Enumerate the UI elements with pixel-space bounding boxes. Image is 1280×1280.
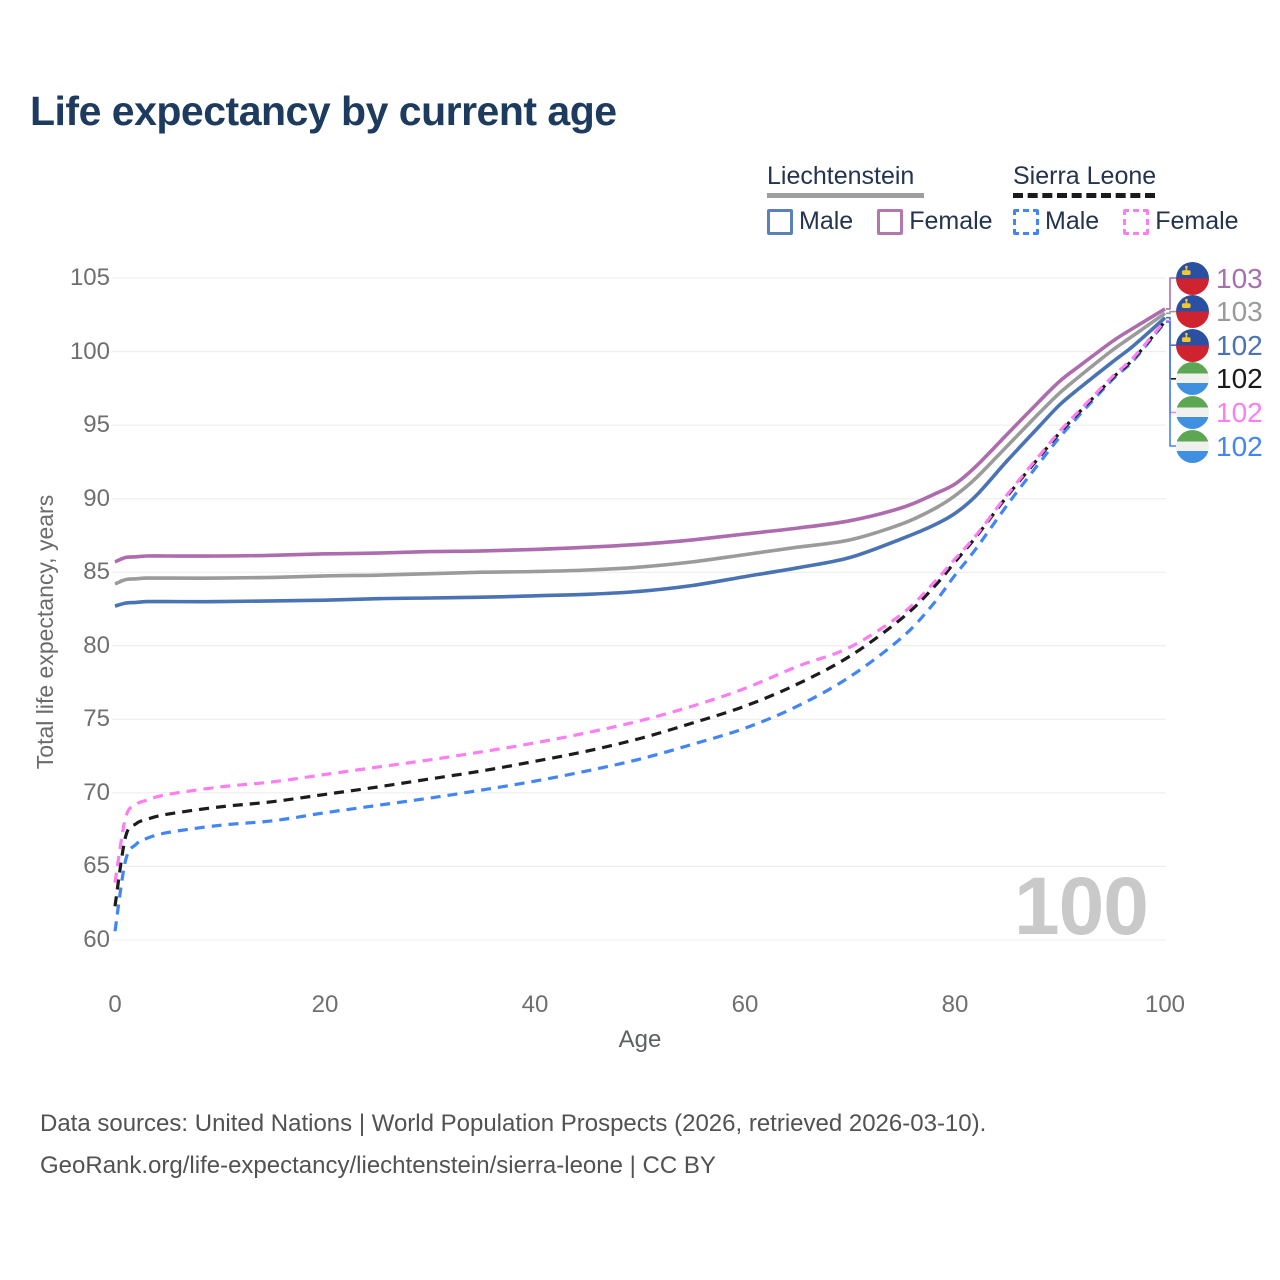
x-tick-label-100: 100 [1144, 991, 1186, 1018]
x-tick-label-60: 60 [731, 991, 759, 1018]
leader-line-1 [1166, 310, 1176, 315]
end-label-value: 102 [1216, 430, 1263, 462]
legend-swatch-liechtenstein-female[interactable] [877, 208, 904, 235]
series-line-sierra-leone-female [113, 319, 1167, 883]
end-label-value: 102 [1216, 363, 1263, 395]
page-title: Life expectancy by current age [30, 88, 617, 134]
end-label-row-liechtenstein-male: 102 [1176, 328, 1263, 362]
y-tick-label-75: 75 [83, 705, 110, 733]
series-line-sierra-leone-both-sexes [113, 320, 1167, 907]
legend-label-liechtenstein-female[interactable]: Female [909, 207, 993, 235]
leader-line-5 [1166, 321, 1176, 447]
legend-swatch-sierra-leone-male[interactable] [1013, 208, 1039, 235]
end-label-value: 102 [1216, 396, 1263, 428]
x-tick-label-0: 0 [108, 991, 122, 1018]
age-watermark: 100 [1014, 861, 1149, 952]
y-tick-label-60: 60 [83, 926, 110, 953]
series-line-liechtenstein-both-sexes [114, 311, 1167, 586]
series-line-liechtenstein-male [114, 316, 1167, 608]
y-tick-label-70: 70 [83, 778, 110, 806]
x-tick-label-80: 80 [941, 991, 969, 1018]
y-tick-label-85: 85 [83, 558, 110, 586]
y-tick-label-65: 65 [83, 852, 110, 880]
end-label-row-sierra-leone-male: 102 [1176, 429, 1263, 463]
flag-icon-sierra-leone [1176, 395, 1209, 429]
flag-icon-sierra-leone [1176, 429, 1209, 463]
legend-underline-dashed [1013, 193, 1155, 198]
legend-country-sierra-leone: Sierra Leone [1013, 162, 1157, 190]
flag-icon-liechtenstein [1176, 261, 1209, 295]
series-line-liechtenstein-female [114, 307, 1166, 564]
flag-icon-sierra-leone [1176, 362, 1209, 396]
legend-swatch-sierra-leone-female[interactable] [1123, 208, 1150, 235]
y-tick-label-95: 95 [83, 411, 110, 439]
end-label-row-sierra-leone-both-sexes: 102 [1176, 362, 1263, 396]
end-label-row-sierra-leone-female: 102 [1176, 395, 1263, 429]
legend-group-liechtenstein: Liechtenstein Male Female [767, 163, 993, 236]
legend-underline-solid [767, 193, 924, 198]
series-line-sierra-leone-male [113, 321, 1167, 932]
leader-line-4 [1166, 319, 1176, 414]
end-label-row-liechtenstein-both-sexes: 103 [1176, 295, 1263, 329]
leader-line-0 [1166, 277, 1176, 310]
end-label-value: 103 [1216, 296, 1263, 328]
footer-data-sources: Data sources: United Nations | World Pop… [40, 1110, 987, 1137]
x-axis-title: Age [618, 1026, 662, 1053]
y-tick-label-105: 105 [69, 264, 110, 291]
legend-group-sierra-leone: Sierra Leone Male Female [1013, 163, 1239, 236]
legend-label-liechtenstein-male[interactable]: Male [799, 207, 854, 235]
footer: Data sources: United Nations | World Pop… [40, 1103, 986, 1187]
legend-country-liechtenstein: Liechtenstein [767, 162, 915, 190]
leader-line-3 [1166, 320, 1176, 380]
flag-icon-liechtenstein [1176, 295, 1209, 329]
legend-swatch-liechtenstein-male[interactable] [767, 208, 793, 235]
y-tick-label-80: 80 [83, 631, 110, 659]
legend-label-sierra-leone-female[interactable]: Female [1155, 207, 1239, 235]
y-tick-label-90: 90 [83, 484, 110, 512]
flag-icon-liechtenstein [1176, 328, 1209, 362]
x-tick-label-40: 40 [521, 991, 549, 1018]
end-label-value: 103 [1216, 262, 1263, 294]
footer-attribution: GeoRank.org/life-expectancy/liechtenstei… [40, 1152, 716, 1179]
y-tick-label-100: 100 [69, 337, 110, 365]
end-label-value: 102 [1216, 329, 1263, 361]
legend-label-sierra-leone-male[interactable]: Male [1045, 207, 1100, 235]
x-tick-label-20: 20 [311, 991, 339, 1018]
end-label-row-liechtenstein-female: 103 [1176, 261, 1263, 295]
